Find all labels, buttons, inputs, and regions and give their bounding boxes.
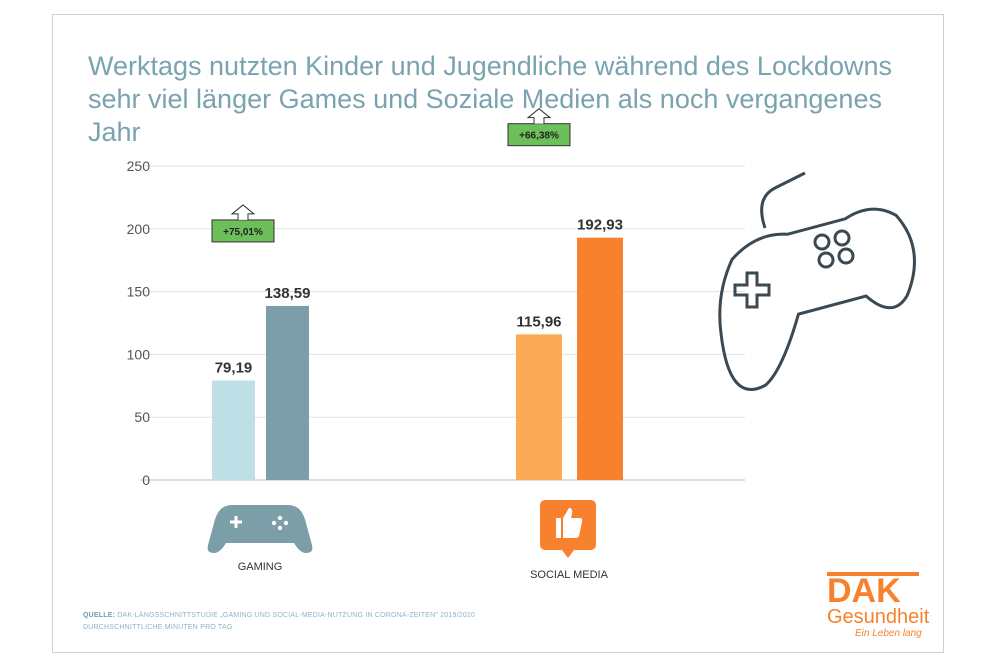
data-label: 79,19	[215, 360, 253, 377]
controller-button-icon	[833, 229, 851, 247]
change-label: +75,01%	[223, 227, 263, 238]
controller-button-icon	[813, 233, 831, 251]
button-icon	[283, 520, 289, 526]
data-label: 115,96	[516, 313, 561, 330]
arrow-up-icon	[230, 204, 256, 220]
gamepad-icon	[207, 505, 313, 553]
controller-button-icon	[817, 251, 835, 269]
y-tick-label: 150	[127, 284, 151, 300]
y-tick-label: 250	[127, 158, 151, 174]
logo-brand: DAK	[827, 572, 919, 608]
bar	[212, 380, 255, 480]
bar	[516, 334, 562, 480]
arrow-up-icon	[526, 108, 552, 124]
bar	[577, 237, 623, 480]
source-note: QUELLE: DAK-LÄNGSSCHNITTSTUDIE „GAMING U…	[83, 612, 475, 619]
logo-name: Gesundheit	[827, 606, 930, 628]
button-icon	[277, 525, 283, 531]
category-label: GAMING	[238, 561, 283, 573]
y-tick-label: 50	[134, 409, 150, 425]
dak-logo: DAK Gesundheit Ein Leben lang	[827, 572, 929, 639]
category-label: SOCIAL MEDIA	[530, 569, 608, 581]
data-label: 192,93	[577, 217, 623, 234]
y-tick-label: 200	[127, 221, 151, 237]
title-line: Werktags nutzten Kinder und Jugendliche …	[88, 51, 893, 81]
change-label: +66,38%	[519, 131, 559, 142]
title-line: sehr viel länger Games und Soziale Medie…	[88, 84, 882, 147]
source-unit: DURCHSCHNITTLICHE MINUTEN PRO TAG	[83, 624, 233, 631]
dpad-icon	[230, 516, 242, 528]
logo-slogan: Ein Leben lang	[855, 628, 922, 639]
controller-dpad-icon	[733, 271, 771, 309]
thumb-shape	[556, 508, 583, 538]
button-icon	[271, 520, 277, 526]
y-tick-label: 100	[127, 346, 151, 362]
source-label: QUELLE:	[83, 612, 116, 619]
bar	[266, 305, 309, 480]
controller-cable	[760, 171, 806, 229]
controller-outline-icon	[718, 207, 916, 391]
button-icon	[277, 515, 283, 521]
chart-title: Werktags nutzten Kinder und Jugendliche …	[88, 50, 928, 149]
data-label: 138,59	[265, 285, 311, 302]
y-tick-label: 0	[142, 472, 150, 488]
controller-button-icon	[837, 247, 855, 265]
chart-frame	[52, 14, 944, 653]
source-text: DAK-LÄNGSSCHNITTSTUDIE „GAMING UND SOCIA…	[115, 612, 476, 619]
